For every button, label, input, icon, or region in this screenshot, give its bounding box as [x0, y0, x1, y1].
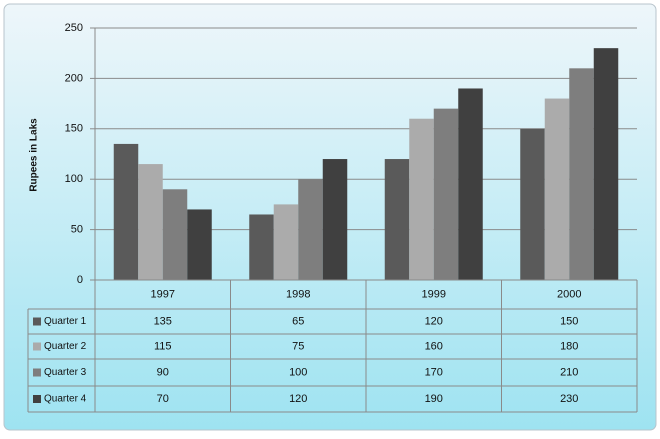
y-tick-label: 250 — [65, 22, 83, 34]
table-value: 180 — [560, 340, 578, 352]
legend-label: Quarter 3 — [44, 367, 87, 378]
y-tick-label: 200 — [65, 72, 83, 84]
legend-label: Quarter 1 — [44, 316, 87, 327]
table-value: 90 — [157, 366, 169, 378]
table-value: 160 — [425, 340, 443, 352]
bar — [187, 209, 212, 280]
y-tick-label: 50 — [71, 224, 83, 236]
bar — [593, 48, 619, 280]
y-tick-label: 150 — [65, 123, 83, 135]
bar — [384, 159, 410, 280]
x-tick-label: 1997 — [151, 288, 175, 300]
legend-label: Quarter 4 — [44, 394, 87, 405]
x-tick-label: 2000 — [557, 288, 581, 300]
bar — [273, 204, 299, 280]
legend-swatch — [33, 368, 41, 377]
table-value: 170 — [425, 366, 443, 378]
x-tick-label: 1999 — [422, 288, 446, 300]
table-value: 75 — [292, 340, 304, 352]
legend-swatch — [33, 342, 41, 351]
bar — [322, 159, 348, 280]
bar — [298, 179, 323, 280]
legend-swatch — [33, 317, 41, 326]
table-value: 190 — [425, 393, 443, 405]
legend-swatch — [33, 395, 41, 403]
table-value: 230 — [560, 393, 578, 405]
table-value: 70 — [157, 393, 169, 405]
bar — [433, 108, 459, 280]
y-tick-label: 0 — [77, 274, 83, 286]
table-value: 120 — [289, 393, 307, 405]
bar — [162, 189, 188, 280]
y-tick-label: 100 — [65, 173, 83, 185]
bar — [409, 118, 434, 280]
table-value: 120 — [425, 315, 443, 327]
table-value: 115 — [154, 340, 172, 352]
y-axis-label: Rupees in Laks — [29, 118, 40, 192]
bar — [569, 68, 594, 280]
x-tick-label: 1998 — [286, 288, 310, 300]
bar — [113, 143, 139, 280]
bar — [138, 164, 163, 280]
table-value: 100 — [289, 366, 307, 378]
table-value: 135 — [154, 315, 172, 327]
table-value: 65 — [292, 315, 304, 327]
table-value: 150 — [560, 315, 578, 327]
bar — [544, 98, 570, 280]
bar — [520, 128, 545, 280]
table-value: 210 — [560, 366, 578, 378]
legend-label: Quarter 2 — [44, 341, 87, 352]
bar — [458, 88, 483, 280]
bar — [249, 214, 274, 280]
